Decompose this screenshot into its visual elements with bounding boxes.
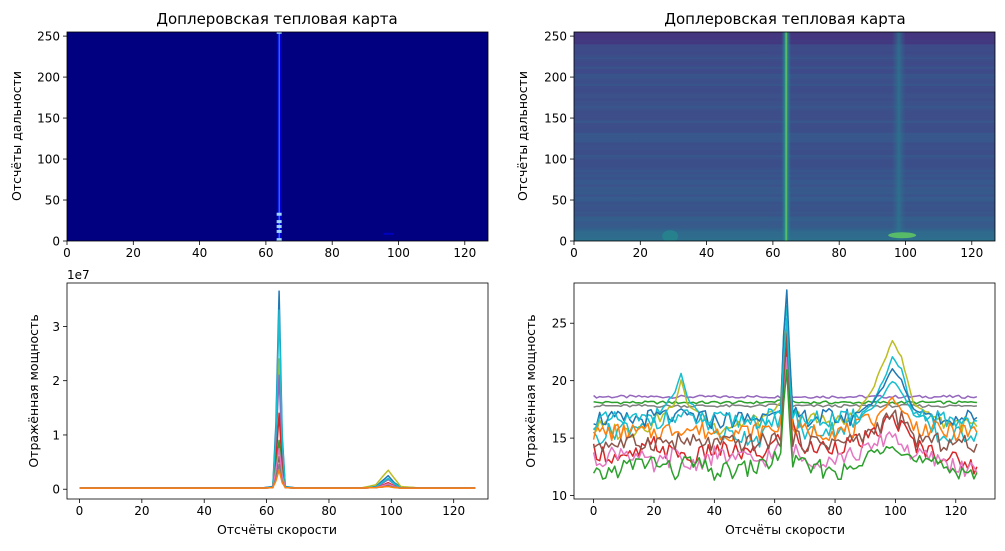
power-linear-panel: 0 20 40 60 80 100 120 0 1 2 3 [52, 282, 489, 518]
x-tick-label: 100 [380, 504, 403, 518]
series-line [592, 356, 978, 478]
y-axis-label-3: Отражённая мощность [26, 314, 41, 467]
y-offset-label-3: 1e7 [67, 268, 90, 282]
y-tick-label: 100 [544, 153, 567, 167]
y-tick-label: 1 [52, 428, 60, 442]
x-tick-label: 100 [387, 246, 410, 260]
y-tick-label: 250 [544, 30, 567, 44]
heatmap-hotspot [276, 220, 282, 224]
y-tick-label: 0 [52, 235, 60, 249]
y-tick-label: 0 [559, 235, 567, 249]
lines-body [592, 289, 978, 481]
heatmap-spot [662, 230, 679, 241]
plot-frame [66, 31, 489, 242]
heatmap-viridis-panel: 0 20 40 60 80 100 120 0 50 100 150 200 250 [544, 30, 996, 260]
x-tick-label: 60 [258, 246, 273, 260]
heatmap-body [67, 32, 488, 241]
x-tick-label: 100 [884, 504, 907, 518]
series-line [79, 469, 476, 489]
y-axis-label-4: Отражённая мощность [523, 314, 538, 467]
x-axis-label-3: Отсчёты скорости [217, 522, 337, 537]
heatmap-column [781, 32, 792, 241]
y-tick-label: 20 [552, 374, 567, 388]
x-tick-label: 120 [944, 504, 967, 518]
x-tick-label: 120 [960, 246, 983, 260]
x-tick-label: 20 [126, 246, 141, 260]
x-tick-label: 80 [832, 246, 847, 260]
plot-frame [66, 282, 489, 500]
y-tick-label: 0 [52, 483, 60, 497]
x-tick-label: 40 [192, 246, 207, 260]
x-tick-label: 20 [134, 504, 149, 518]
heatmap-hotspot [276, 229, 282, 233]
y-tick-label: 50 [45, 194, 60, 208]
series-line [592, 369, 978, 481]
x-tick-label: 20 [633, 246, 648, 260]
plot-frame [573, 31, 996, 242]
x-tick-label: 40 [699, 246, 714, 260]
x-tick-label: 60 [259, 504, 274, 518]
y-tick-label: 25 [552, 317, 567, 331]
x-tick-label: 40 [197, 504, 212, 518]
y-tick-label: 200 [544, 71, 567, 85]
heatmap-hotspot [276, 225, 282, 229]
heatmap-column [891, 32, 906, 241]
series-line [593, 317, 977, 431]
y-tick-label: 3 [52, 320, 60, 334]
x-tick-label: 0 [570, 246, 578, 260]
x-tick-label: 60 [765, 246, 780, 260]
x-tick-label: 0 [63, 246, 71, 260]
power-db-panel: 0 20 40 60 80 100 120 10 15 20 25 [552, 282, 996, 518]
chart-title-1: Доплеровская тепловая карта [156, 10, 397, 28]
y-tick-label: 150 [544, 112, 567, 126]
y-axis-label-2: Отсчёты дальности [515, 71, 530, 201]
x-tick-label: 40 [707, 504, 722, 518]
x-tick-label: 120 [453, 246, 476, 260]
y-tick-label: 10 [552, 489, 567, 503]
heatmap-hotspot [276, 212, 282, 216]
x-tick-label: 100 [894, 246, 917, 260]
lines-body [79, 290, 476, 489]
y-tick-label: 150 [37, 112, 60, 126]
heatmap-spot [383, 232, 394, 235]
plot-frame [573, 282, 996, 500]
x-tick-label: 20 [646, 504, 661, 518]
x-tick-label: 0 [590, 504, 598, 518]
x-tick-label: 0 [76, 504, 84, 518]
y-tick-label: 250 [37, 30, 60, 44]
x-tick-label: 80 [321, 504, 336, 518]
heatmap-body [574, 32, 995, 241]
series-line [593, 289, 978, 430]
y-tick-label: 50 [552, 194, 567, 208]
y-axis-label-1: Отсчёты дальности [9, 71, 24, 201]
x-axis-label-4: Отсчёты скорости [725, 522, 845, 537]
x-tick-label: 80 [325, 246, 340, 260]
y-tick-label: 100 [37, 153, 60, 167]
x-tick-label: 60 [767, 504, 782, 518]
heatmap-column [276, 32, 283, 241]
heatmap-hotspot [276, 238, 282, 241]
x-tick-label: 120 [442, 504, 465, 518]
y-tick-label: 15 [552, 432, 567, 446]
series-line [593, 333, 978, 453]
y-tick-label: 200 [37, 71, 60, 85]
chart-title-2: Доплеровская тепловая карта [664, 10, 905, 28]
heatmap-jet-panel: 0 20 40 60 80 100 120 0 50 100 150 200 250 [37, 30, 489, 260]
heatmap-hotspot [276, 32, 282, 34]
heatmap-spot [888, 232, 917, 239]
y-tick-label: 2 [52, 374, 60, 388]
x-tick-label: 80 [827, 504, 842, 518]
